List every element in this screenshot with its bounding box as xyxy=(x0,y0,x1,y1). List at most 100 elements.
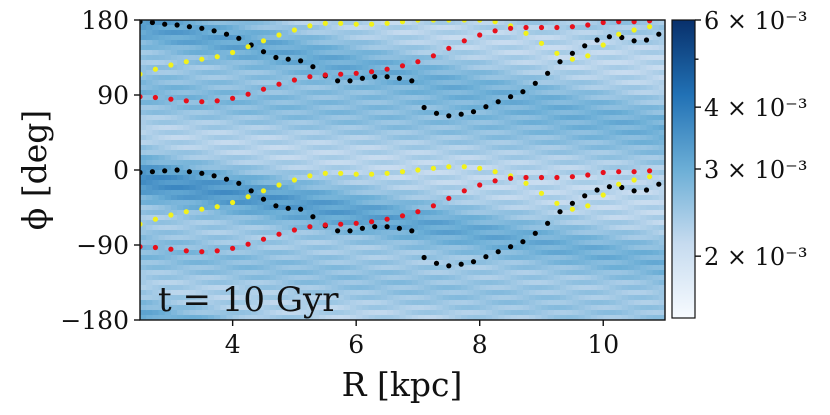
heatmap-cell xyxy=(516,100,524,106)
heatmap-cell xyxy=(170,285,178,291)
heatmap-cell xyxy=(529,50,536,56)
heatmap-cell xyxy=(590,100,598,106)
heatmap-cell xyxy=(177,20,184,26)
heatmap-cell xyxy=(189,315,197,320)
heatmap-cell xyxy=(387,85,394,91)
heatmap-cell xyxy=(627,35,635,41)
heatmap-cell xyxy=(146,95,153,101)
heatmap-cell xyxy=(269,95,277,101)
heatmap-cell xyxy=(362,240,370,246)
heatmap-cell xyxy=(238,265,246,271)
heatmap-cell xyxy=(140,35,147,41)
heatmap-cell xyxy=(325,20,333,26)
heatmap-cell xyxy=(640,105,648,111)
heatmap-cell xyxy=(269,60,277,66)
heatmap-cell xyxy=(146,80,153,86)
heatmap-cell xyxy=(467,280,475,286)
heatmap-cell xyxy=(479,25,487,31)
heatmap-cell xyxy=(442,105,450,111)
heatmap-cell xyxy=(621,305,629,311)
heatmap-cell xyxy=(430,80,438,86)
heatmap-cell xyxy=(387,240,394,246)
heatmap-cell xyxy=(152,20,160,26)
heatmap-cell xyxy=(152,140,160,146)
heatmap-cell xyxy=(498,100,506,106)
heatmap-cell xyxy=(275,110,283,116)
heatmap-cell xyxy=(146,130,153,136)
heatmap-cell xyxy=(269,175,277,181)
heatmap-cell xyxy=(399,255,407,261)
heatmap-cell xyxy=(584,185,592,191)
heatmap-cell xyxy=(479,240,487,246)
heatmap-cell xyxy=(300,125,308,131)
heatmap-cell xyxy=(424,95,431,101)
heatmap-cell xyxy=(232,185,240,191)
heatmap-cell xyxy=(615,125,623,131)
heatmap-cell xyxy=(590,295,598,301)
heatmap-cell xyxy=(455,255,462,261)
heatmap-cell xyxy=(374,240,382,246)
heatmap-cell xyxy=(140,225,147,231)
heatmap-cell xyxy=(405,170,413,176)
heatmap-cell xyxy=(417,170,425,176)
heatmap-cell xyxy=(522,20,530,26)
heatmap-cell xyxy=(529,25,536,31)
heatmap-cell xyxy=(356,240,363,246)
heatmap-cell xyxy=(584,125,592,131)
heatmap-cell xyxy=(522,295,530,301)
heatmap-cell xyxy=(245,130,252,136)
heatmap-cell xyxy=(238,270,246,276)
heatmap-cell xyxy=(547,285,555,291)
heatmap-cell xyxy=(634,90,641,96)
heatmap-cell xyxy=(214,295,221,301)
heatmap-cell xyxy=(214,160,221,166)
heatmap-cell xyxy=(251,150,258,156)
heatmap-cell xyxy=(245,135,252,141)
heatmap-cell xyxy=(263,20,271,26)
heatmap-cell xyxy=(393,180,401,186)
heatmap-cell xyxy=(584,40,592,46)
heatmap-cell xyxy=(621,135,629,141)
heatmap-cell xyxy=(251,30,258,36)
heatmap-cell xyxy=(183,115,191,121)
heatmap-cell xyxy=(553,230,561,236)
heatmap-cell xyxy=(343,205,351,211)
heatmap-cell xyxy=(306,230,314,236)
heatmap-cell xyxy=(436,20,444,26)
heatmap-cell xyxy=(207,120,215,126)
heatmap-cell xyxy=(535,120,543,126)
heatmap-cell xyxy=(362,65,370,71)
heatmap-cell xyxy=(140,75,147,81)
heatmap-cell xyxy=(448,180,456,186)
heatmap-cell xyxy=(189,35,197,41)
heatmap-cell xyxy=(584,25,592,31)
heatmap-cell xyxy=(170,60,178,66)
heatmap-cell xyxy=(621,145,629,151)
heatmap-cell xyxy=(368,90,376,96)
heatmap-cell xyxy=(201,225,209,231)
heatmap-cell xyxy=(627,155,635,161)
heatmap-cell xyxy=(282,40,289,46)
heatmap-cell xyxy=(306,85,314,91)
heatmap-cell xyxy=(461,240,468,246)
heatmap-cell xyxy=(461,35,468,41)
heatmap-cell xyxy=(201,145,209,151)
heatmap-cell xyxy=(325,125,333,131)
heatmap-cell xyxy=(183,190,191,196)
heatmap-cell xyxy=(609,315,617,320)
heatmap-cell xyxy=(572,305,580,311)
heatmap-cell xyxy=(146,250,153,256)
heatmap-cell xyxy=(300,215,308,221)
heatmap-cell xyxy=(220,95,228,101)
heatmap-cell xyxy=(566,275,573,281)
heatmap-cell xyxy=(238,60,246,66)
heatmap-cell xyxy=(535,80,543,86)
heatmap-cell xyxy=(430,270,438,276)
heatmap-cell xyxy=(584,235,592,241)
heatmap-cell xyxy=(578,215,586,221)
heatmap-cell xyxy=(220,295,228,301)
heatmap-cell xyxy=(553,145,561,151)
heatmap-cell xyxy=(251,255,258,261)
heatmap-cell xyxy=(609,100,617,106)
heatmap-cell xyxy=(448,305,456,311)
